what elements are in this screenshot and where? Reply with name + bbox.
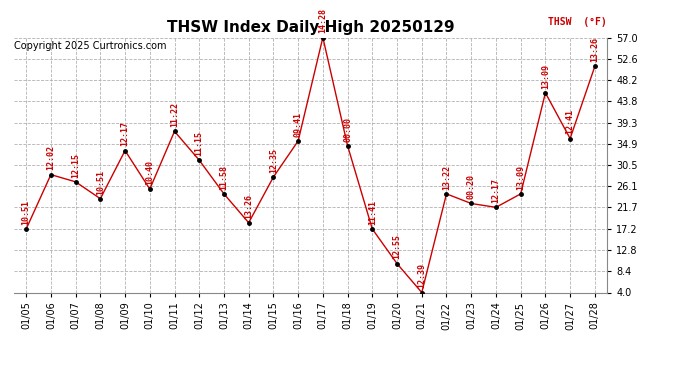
Text: 12:17: 12:17 — [121, 122, 130, 146]
Text: 10:40: 10:40 — [146, 160, 155, 185]
Text: 12:35: 12:35 — [269, 148, 278, 173]
Text: 12:17: 12:17 — [491, 178, 500, 203]
Text: 12:41: 12:41 — [566, 110, 575, 134]
Text: 00:00: 00:00 — [343, 117, 352, 142]
Text: 12:15: 12:15 — [71, 153, 80, 178]
Text: 11:22: 11:22 — [170, 102, 179, 127]
Text: 13:22: 13:22 — [442, 165, 451, 190]
Text: 12:55: 12:55 — [393, 234, 402, 260]
Text: 00:20: 00:20 — [466, 174, 475, 200]
Text: 11:15: 11:15 — [195, 131, 204, 156]
Text: 13:26: 13:26 — [244, 194, 253, 219]
Text: 10:51: 10:51 — [96, 170, 105, 195]
Text: 10:51: 10:51 — [21, 200, 30, 225]
Text: 11:58: 11:58 — [219, 165, 228, 190]
Text: 13:09: 13:09 — [541, 64, 550, 88]
Text: 14:28: 14:28 — [318, 8, 327, 33]
Title: THSW Index Daily High 20250129: THSW Index Daily High 20250129 — [167, 20, 454, 35]
Text: 13:09: 13:09 — [516, 165, 525, 190]
Text: 09:41: 09:41 — [294, 112, 303, 137]
Text: 11:41: 11:41 — [368, 200, 377, 225]
Text: Copyright 2025 Curtronics.com: Copyright 2025 Curtronics.com — [14, 41, 166, 51]
Text: 13:26: 13:26 — [591, 37, 600, 62]
Text: THSW  (°F): THSW (°F) — [549, 17, 607, 27]
Text: 12:02: 12:02 — [46, 146, 55, 171]
Text: 12:39: 12:39 — [417, 263, 426, 288]
